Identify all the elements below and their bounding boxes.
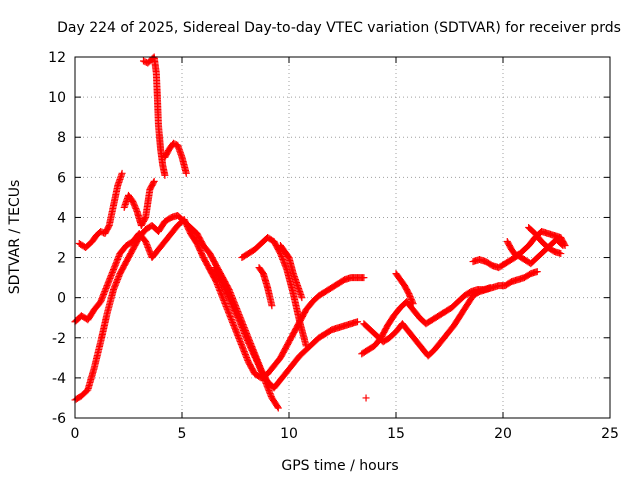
data-point	[557, 250, 565, 258]
series-t10	[276, 242, 306, 302]
data-point	[409, 298, 417, 306]
data-points	[71, 53, 569, 412]
x-tick-label: 0	[71, 426, 80, 442]
y-tick-label: 10	[48, 90, 66, 106]
data-point	[150, 177, 158, 185]
plot-frame	[74, 56, 611, 419]
data-point	[409, 300, 417, 308]
chart-title: Day 224 of 2025, Sidereal Day-to-day VTE…	[57, 20, 621, 36]
y-tick-label: 6	[57, 170, 66, 186]
x-tick-label: 20	[494, 426, 512, 442]
series-t9	[255, 264, 276, 310]
y-axis-label: SDTVAR / TECUs	[7, 180, 23, 295]
y-tick-label: 12	[48, 50, 66, 66]
data-point	[533, 268, 541, 276]
series-t15	[503, 227, 569, 260]
series-t13	[392, 270, 417, 308]
data-point	[273, 403, 281, 411]
series-t17	[362, 394, 370, 402]
data-point	[268, 302, 276, 310]
data-point	[118, 169, 126, 177]
data-point	[182, 169, 190, 177]
axis-ticks: 0 5 10 15 20 25 -6 -4 -2 0 2 4 6 8 10 12	[48, 50, 619, 442]
data-point	[353, 318, 361, 326]
data-point	[149, 179, 157, 187]
series-t14	[469, 236, 567, 272]
x-tick-label: 15	[387, 426, 405, 442]
data-point	[561, 242, 569, 250]
data-point	[560, 240, 568, 248]
x-tick-label: 25	[601, 426, 619, 442]
data-point	[274, 404, 282, 412]
series-t2	[75, 169, 126, 252]
y-tick-label: 0	[57, 291, 66, 307]
series-t6	[71, 215, 368, 382]
y-tick-label: 4	[57, 210, 66, 226]
series-t16	[525, 223, 565, 258]
data-point	[161, 171, 169, 179]
y-tick-label: -2	[52, 331, 66, 347]
series-t7	[238, 234, 310, 350]
y-tick-label: -4	[52, 371, 66, 387]
x-axis-label: GPS time / hours	[281, 458, 398, 474]
grid	[75, 57, 610, 418]
data-point	[486, 284, 494, 292]
y-tick-label: 8	[57, 130, 66, 146]
series-t3	[120, 177, 158, 229]
data-point	[298, 294, 306, 302]
series-t12	[358, 284, 494, 358]
series-t1	[71, 211, 361, 404]
series-t4	[139, 53, 169, 179]
data-point	[360, 274, 368, 282]
x-tick-label: 5	[178, 426, 187, 442]
y-tick-label: 2	[57, 251, 66, 267]
series-t8	[210, 264, 282, 412]
x-tick-label: 10	[280, 426, 298, 442]
series-t5	[161, 139, 190, 177]
series-t11	[360, 268, 541, 360]
data-point	[302, 342, 310, 350]
y-tick-label: -6	[52, 411, 66, 427]
data-point	[362, 394, 370, 402]
